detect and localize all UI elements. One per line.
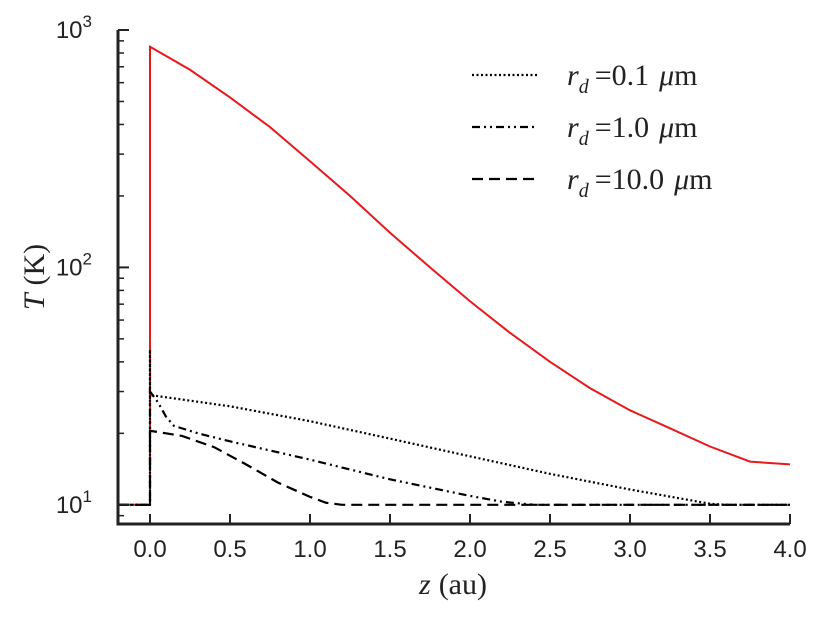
y-tick-label: 102 bbox=[56, 249, 92, 281]
x-tick-label: 1.5 bbox=[373, 536, 406, 563]
y-axis-var: T bbox=[18, 291, 51, 310]
x-tick-label: 2.0 bbox=[453, 536, 486, 563]
series-line-1 bbox=[118, 349, 790, 506]
x-tick-label: 0.0 bbox=[133, 536, 166, 563]
series-line-2 bbox=[118, 388, 790, 506]
x-tick-label: 3.0 bbox=[613, 536, 646, 563]
y-tick-label: 101 bbox=[56, 487, 92, 519]
legend-label: rd =10.0 μm bbox=[567, 163, 713, 202]
x-tick-label: 3.5 bbox=[693, 536, 726, 563]
legend-label: rd =0.1 μm bbox=[567, 59, 698, 98]
x-tick-label: 4.0 bbox=[773, 536, 806, 563]
legend: rd =0.1 μm rd =1.0 μm rd =10.0 μm bbox=[472, 59, 713, 202]
x-axis-label: z (au) bbox=[418, 568, 487, 601]
series-line-0 bbox=[118, 45, 791, 506]
y-axis-label: T (K) bbox=[18, 244, 51, 310]
x-axis-unit: (au) bbox=[439, 568, 487, 601]
x-tick-label: 2.5 bbox=[533, 536, 566, 563]
x-axis-var: z bbox=[418, 568, 431, 601]
axes bbox=[116, 30, 790, 526]
y-tick-label: 103 bbox=[56, 12, 92, 44]
plot-lines bbox=[118, 45, 791, 506]
y-axis-unit: (K) bbox=[18, 244, 51, 286]
legend-label: rd =1.0 μm bbox=[567, 111, 698, 150]
ticks: 0.0 0.5 1.0 1.5 2.0 2.5 3.0 3.5 4.0 101 102 103 bbox=[56, 12, 807, 563]
x-tick-label: 1.0 bbox=[293, 536, 326, 563]
series-line-3 bbox=[118, 429, 790, 506]
x-tick-label: 0.5 bbox=[213, 536, 246, 563]
